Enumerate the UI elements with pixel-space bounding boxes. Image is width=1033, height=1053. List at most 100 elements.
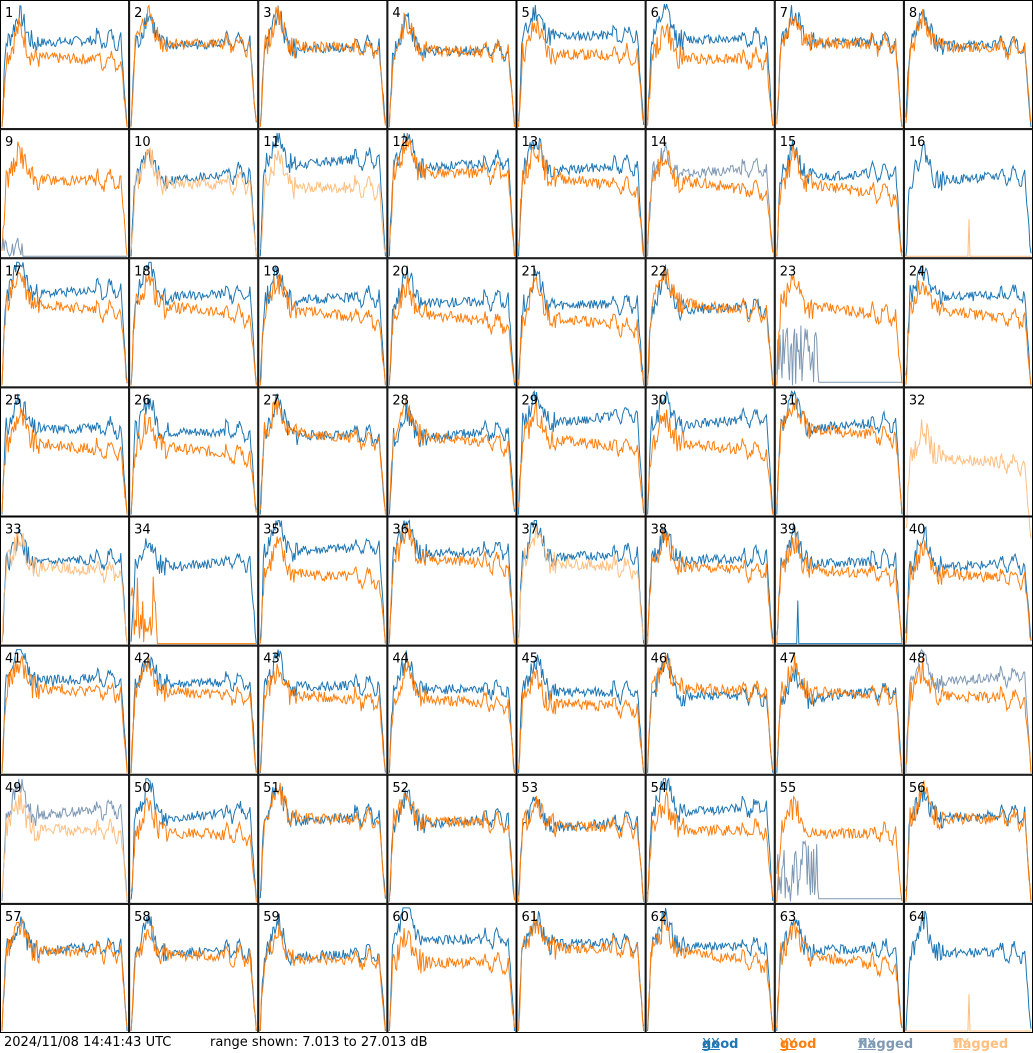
panel-43: 43 (258, 645, 388, 775)
panel-label-43: 43 (263, 652, 280, 667)
panel-frame-2 (129, 0, 259, 130)
panel-label-62: 62 (651, 910, 668, 925)
panel-51: 51 (258, 774, 388, 904)
series-xx-13 (518, 137, 645, 257)
series-yy-31 (776, 398, 903, 510)
panel-3: 3 (258, 0, 388, 130)
series-xx-12 (388, 132, 515, 257)
series-yy-54 (647, 790, 774, 902)
series-xx-36 (388, 519, 515, 644)
series-xx-39 (776, 521, 903, 641)
series-xx-11 (259, 133, 386, 257)
panel-60: 60 (387, 903, 517, 1033)
panel-label-36: 36 (392, 523, 409, 538)
series-xx-63 (776, 916, 903, 1032)
panel-label-12: 12 (392, 135, 409, 150)
series-xx-24 (905, 265, 1032, 386)
panel-2: 2 (129, 0, 259, 130)
panel-frame-25 (0, 387, 130, 517)
panel-23: 23 (774, 258, 904, 388)
panel-label-56: 56 (909, 781, 926, 796)
panel-frame-44 (387, 645, 517, 775)
series-yy-29 (518, 402, 645, 514)
series-yy-16 (905, 219, 1031, 257)
panel-17: 17 (0, 258, 130, 388)
series-yy-35 (259, 536, 386, 644)
series-xx-61 (518, 911, 645, 1032)
panel-24: 24 (903, 258, 1033, 388)
panel-frame-38 (645, 516, 775, 646)
legend-good-yy-label: good (780, 1037, 817, 1052)
panel-label-59: 59 (263, 910, 280, 925)
series-yy-57 (1, 917, 128, 1032)
panel-12: 12 (387, 129, 517, 259)
panel-frame-47 (774, 645, 904, 775)
series-xx-55 (776, 840, 902, 902)
panel-6: 6 (645, 0, 775, 130)
series-yy-12 (388, 133, 515, 257)
series-xx-49 (1, 778, 128, 902)
panel-frame-31 (774, 387, 904, 517)
panel-39: 39 (774, 516, 904, 646)
panel-33: 33 (0, 516, 130, 646)
panel-frame-51 (258, 774, 388, 904)
panel-frame-17 (0, 258, 130, 388)
panel-label-58: 58 (134, 910, 151, 925)
panel-label-26: 26 (134, 393, 151, 408)
series-yy-37 (518, 527, 645, 644)
panel-frame-61 (516, 903, 646, 1033)
series-xx-21 (518, 268, 645, 386)
panel-frame-62 (645, 903, 775, 1033)
series-xx-59 (259, 913, 386, 1032)
series-xx-40 (905, 525, 1032, 642)
panel-label-30: 30 (651, 393, 668, 408)
panel-label-15: 15 (780, 135, 797, 150)
series-yy-63 (776, 921, 903, 1029)
panel-54: 54 (645, 774, 775, 904)
series-yy-18 (130, 274, 257, 386)
panel-frame-41 (0, 645, 130, 775)
panel-frame-33 (0, 516, 130, 646)
series-xx-spike-39 (776, 600, 902, 645)
series-xx-37 (518, 520, 645, 644)
series-yy-10 (130, 146, 257, 257)
panel-frame-59 (258, 903, 388, 1033)
series-yy-56 (905, 780, 1032, 902)
series-xx-9 (1, 237, 128, 257)
series-xx-8 (905, 9, 1032, 128)
panel-label-46: 46 (651, 652, 668, 667)
series-xx-2 (130, 13, 257, 126)
panel-frame-7 (774, 0, 904, 130)
series-yy-51 (260, 782, 386, 897)
series-xx-30 (647, 391, 774, 515)
series-xx-28 (388, 402, 515, 515)
panel-62: 62 (645, 903, 775, 1033)
series-yy-59 (259, 922, 386, 1032)
series-xx-29 (518, 390, 645, 515)
panel-frame-58 (129, 903, 259, 1033)
panel-label-34: 34 (134, 523, 151, 538)
panel-frame-37 (516, 516, 646, 646)
series-xx-3 (259, 5, 386, 125)
series-xx-51 (259, 785, 386, 899)
panel-frame-54 (645, 774, 775, 904)
panel-frame-12 (387, 129, 517, 259)
panel-35: 35 (258, 516, 388, 646)
panel-frame-15 (774, 129, 904, 259)
series-xx-44 (388, 650, 515, 773)
panel-label-48: 48 (909, 652, 926, 667)
panel-45: 45 (516, 645, 646, 775)
panel-frame-5 (516, 0, 646, 130)
series-xx-1 (1, 5, 128, 128)
panel-frame-46 (645, 645, 775, 775)
panel-40: 40 (903, 516, 1033, 646)
series-xx-60 (388, 907, 515, 1032)
panel-label-33: 33 (5, 523, 22, 538)
panel-25: 25 (0, 387, 130, 517)
panel-label-19: 19 (263, 264, 280, 279)
series-yy-62 (647, 914, 774, 1032)
panel-38: 38 (645, 516, 775, 646)
series-yy-60 (388, 928, 515, 1032)
series-xx-35 (259, 520, 386, 644)
series-yy-48 (905, 658, 1032, 773)
